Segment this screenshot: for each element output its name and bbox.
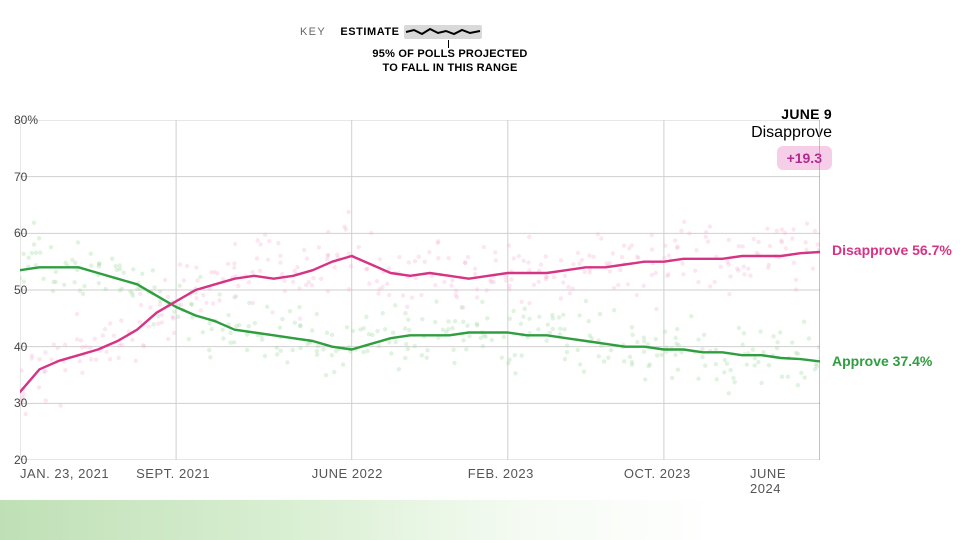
x-tick-label: OCT. 2023 [624, 466, 691, 481]
y-tick-label: 80% [14, 113, 38, 127]
chart-svg [20, 120, 820, 460]
approval-chart-page: { "legend":{ "key_label":"KEY", "estimat… [0, 0, 960, 540]
legend-subtitle: 95% OF POLLS PROJECTED TO FALL IN THIS R… [300, 48, 600, 76]
y-tick-label: 40 [14, 340, 27, 354]
y-tick-label: 50 [14, 283, 27, 297]
legend-key-label: KEY [300, 26, 326, 38]
y-tick-label: 60 [14, 226, 27, 240]
x-tick-label: FEB. 2023 [468, 466, 534, 481]
x-tick-label: JAN. 23, 2021 [20, 466, 109, 481]
x-tick-label: SEPT. 2021 [136, 466, 210, 481]
disapprove-series-label: Disapprove 56.7% [832, 242, 952, 258]
legend-sample-svg [404, 22, 482, 42]
x-tick-label: JUNE 2022 [312, 466, 383, 481]
background-gradient [0, 500, 960, 540]
legend-subtitle-line1: 95% OF POLLS PROJECTED [372, 48, 527, 60]
y-tick-label: 70 [14, 170, 27, 184]
y-tick-label: 20 [14, 453, 27, 467]
legend: KEY ESTIMATE [300, 22, 482, 42]
chart-area: 80%706050403020JAN. 23, 2021SEPT. 2021JU… [20, 120, 820, 460]
x-tick-label: JUNE 2024 [750, 466, 820, 496]
y-tick-label: 30 [14, 396, 27, 410]
legend-subtitle-line2: TO FALL IN THIS RANGE [383, 62, 518, 74]
legend-estimate: ESTIMATE [340, 22, 482, 42]
approve-series-label: Approve 37.4% [832, 353, 932, 369]
legend-tick [448, 40, 449, 48]
legend-estimate-label: ESTIMATE [340, 26, 399, 38]
